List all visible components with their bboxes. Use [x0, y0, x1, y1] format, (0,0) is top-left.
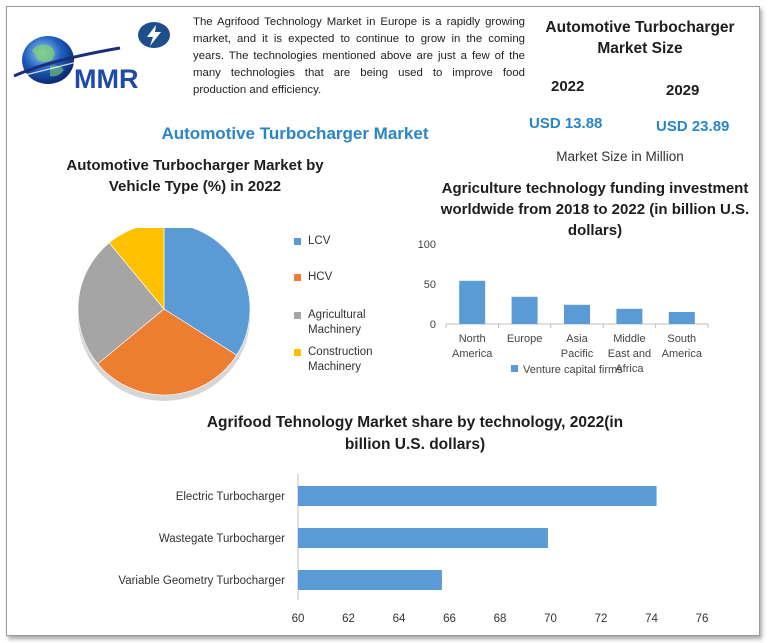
- year-2022-label: 2022: [551, 78, 585, 95]
- bar-north-america: [459, 280, 486, 324]
- bar-asia-pacific: [564, 304, 590, 324]
- x-tick-label: 62: [342, 613, 355, 625]
- bar-wastegate-turbocharger: [298, 528, 548, 548]
- y-tick-label: 0: [430, 319, 436, 331]
- x-tick-label: 64: [393, 613, 406, 625]
- legend-swatch: [511, 365, 518, 372]
- x-tick-label: Asia Pacific: [561, 333, 594, 360]
- y-tick-label: Electric Turbocharger: [176, 491, 285, 503]
- bar-electric-turbocharger: [298, 486, 657, 506]
- pie-slice-hcv: [97, 308, 238, 396]
- legend-label: Construction Machinery: [308, 346, 373, 373]
- x-tick-label: 70: [544, 613, 557, 625]
- hbar-chart-title: Agrifood Tehnology Market share by techn…: [206, 414, 624, 453]
- value-2022: USD 13.88: [529, 115, 603, 132]
- legend-swatch: [294, 349, 301, 356]
- pie-slice-agricultural-machinery: [77, 242, 165, 365]
- logo-text: MMR: [74, 64, 138, 94]
- x-tick-label: 68: [494, 613, 507, 625]
- y-tick-label: Variable Geometry Turbocharger: [118, 575, 285, 587]
- funding-bar-chart: 0 50 100 North America Europe Asia Pacific Middl…: [418, 239, 709, 376]
- x-tick-label: Europe: [507, 333, 542, 345]
- legend-swatch: [294, 312, 301, 319]
- mmr-logo: MMR: [13, 36, 138, 94]
- y-tick-label: 100: [418, 239, 436, 251]
- legend-swatch: [294, 274, 301, 281]
- legend-label: LCV: [308, 235, 331, 247]
- x-tick-label: 60: [292, 613, 305, 625]
- main-title: Automotive Turbocharger Market: [161, 124, 429, 143]
- x-tick-label: 66: [443, 613, 456, 625]
- legend-label: Agricultural Machinery: [308, 309, 366, 336]
- x-tick-label: South America: [662, 333, 703, 360]
- year-2029-label: 2029: [666, 82, 700, 99]
- pie-slice-lcv: [163, 228, 251, 356]
- legend-label: HCV: [308, 271, 333, 283]
- legend-swatch: [294, 238, 301, 245]
- pie-legend: LCV HCV Agricultural Machinery Construction…: [294, 232, 414, 382]
- bar-south-america: [668, 312, 695, 324]
- pie-chart: [77, 228, 251, 401]
- intro-paragraph: The Agrifood Technology Market in Europe…: [193, 16, 525, 96]
- bar-europe: [511, 296, 538, 324]
- bar-chart-title: Agriculture technology funding investmen…: [440, 180, 750, 239]
- x-tick-label: 72: [595, 613, 608, 625]
- value-2029: USD 23.89: [656, 118, 730, 135]
- market-size-title: Automotive Turbocharger Market Size: [545, 19, 735, 57]
- x-tick-label: Middle East and Africa: [608, 333, 651, 375]
- x-tick-label: 74: [645, 613, 658, 625]
- y-tick-label: 50: [424, 279, 436, 291]
- technology-bar-chart: Electric Turbocharger Wastegate Turbochar…: [118, 474, 709, 625]
- x-tick-label: North America: [452, 333, 493, 360]
- unit-note: Market Size in Million: [556, 149, 684, 164]
- legend-label: Venture capital firms: [523, 364, 623, 376]
- pie-slice-construction-machinery: [108, 228, 165, 310]
- x-tick-label: 76: [696, 613, 709, 625]
- y-tick-label: Wastegate Turbocharger: [159, 533, 285, 545]
- bar-middle-east-and-africa: [616, 308, 643, 324]
- pie-chart-title: Automotive Turbocharger Market by Vehicl…: [66, 157, 324, 195]
- lightning-bolt-icon: [138, 22, 170, 48]
- bar-variable-geometry-turbocharger: [298, 570, 442, 590]
